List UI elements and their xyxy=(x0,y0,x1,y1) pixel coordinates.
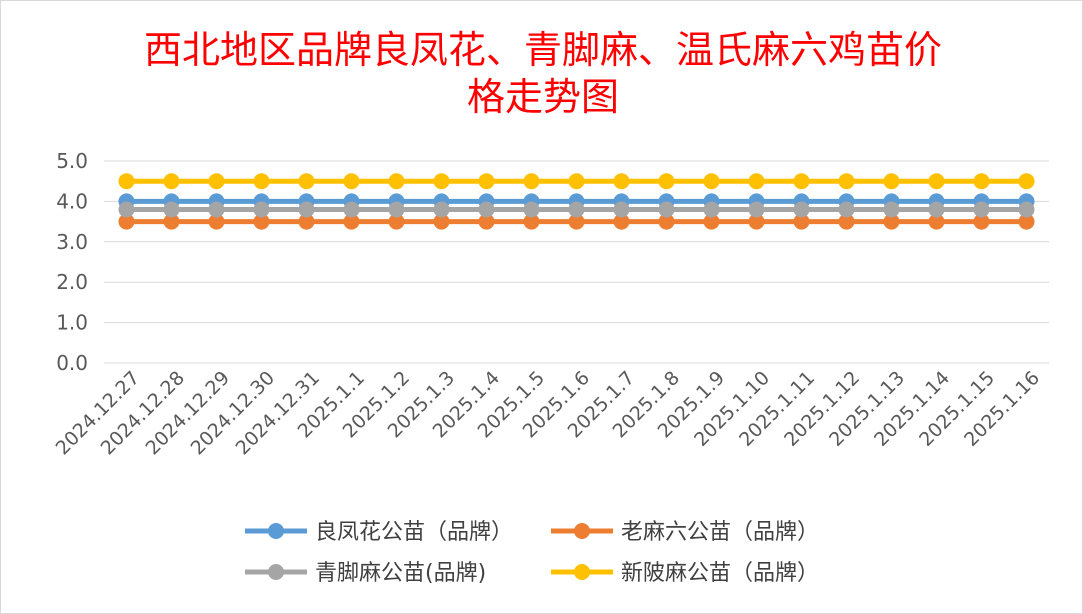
chart-title: 西北地区品牌良凤花、青脚麻、温氏麻六鸡苗价 格走势图 xyxy=(144,28,942,119)
y-tick-label: 4.0 xyxy=(56,189,88,213)
data-point xyxy=(1018,173,1035,190)
data-point xyxy=(1018,201,1035,218)
y-tick-label: 1.0 xyxy=(56,311,88,335)
data-point xyxy=(658,173,675,190)
data-point xyxy=(883,173,900,190)
legend-marker xyxy=(268,564,284,580)
legend-label: 良凤花公苗（品牌） xyxy=(315,520,513,545)
data-point xyxy=(298,201,315,218)
data-point xyxy=(658,213,675,230)
legend-item: 老麻六公苗（品牌） xyxy=(551,520,819,545)
data-point xyxy=(343,201,360,218)
data-point xyxy=(388,201,405,218)
data-point xyxy=(928,201,945,218)
chart-title-line-1: 西北地区品牌良凤花、青脚麻、温氏麻六鸡苗价 xyxy=(144,28,942,72)
data-point xyxy=(523,173,540,190)
legend-item: 青脚麻公苗(品牌) xyxy=(245,561,486,586)
data-point xyxy=(388,173,405,190)
data-point xyxy=(298,213,315,230)
legend-label: 青脚麻公苗(品牌) xyxy=(315,561,486,586)
data-point xyxy=(703,201,720,218)
legend-label: 老麻六公苗（品牌） xyxy=(621,520,819,545)
data-point xyxy=(748,201,765,218)
data-point xyxy=(613,201,630,218)
data-point xyxy=(748,173,765,190)
data-point xyxy=(253,173,270,190)
y-tick-label: 0.0 xyxy=(56,351,88,375)
data-point xyxy=(478,201,495,218)
data-point xyxy=(748,213,765,230)
y-axis-ticks: 5.0 4.0 3.0 2.0 1.0 0.0 xyxy=(56,149,88,375)
data-point xyxy=(523,201,540,218)
data-point xyxy=(523,213,540,230)
series-3 xyxy=(118,201,1035,218)
series-2 xyxy=(118,213,1035,230)
data-point xyxy=(793,201,810,218)
data-point xyxy=(253,213,270,230)
data-point xyxy=(928,213,945,230)
data-point xyxy=(883,213,900,230)
series-lines xyxy=(118,173,1035,230)
data-point xyxy=(568,173,585,190)
data-point xyxy=(973,173,990,190)
y-tick-label: 3.0 xyxy=(56,230,88,254)
y-tick-label: 5.0 xyxy=(56,149,88,173)
data-point xyxy=(433,173,450,190)
data-point xyxy=(163,201,180,218)
data-point xyxy=(118,201,135,218)
data-point xyxy=(478,173,495,190)
data-point xyxy=(973,201,990,218)
data-point xyxy=(208,201,225,218)
x-axis-ticks: 2024.12.272024.12.282024.12.292024.12.30… xyxy=(52,367,1044,459)
data-point xyxy=(163,173,180,190)
legend-marker xyxy=(574,523,590,539)
data-point xyxy=(343,213,360,230)
data-point xyxy=(928,173,945,190)
legend-marker xyxy=(268,523,284,539)
data-point xyxy=(253,201,270,218)
data-point xyxy=(568,201,585,218)
data-point xyxy=(433,213,450,230)
data-point xyxy=(163,213,180,230)
data-point xyxy=(703,173,720,190)
data-point xyxy=(118,173,135,190)
gridlines xyxy=(104,160,1049,364)
data-point xyxy=(343,173,360,190)
data-point xyxy=(613,173,630,190)
chart-title-line-2: 格走势图 xyxy=(467,75,619,119)
data-point xyxy=(433,201,450,218)
data-point xyxy=(208,173,225,190)
legend-item: 新陂麻公苗（品牌） xyxy=(551,561,819,586)
data-point xyxy=(838,201,855,218)
data-point xyxy=(568,213,585,230)
legend: 良凤花公苗（品牌） 老麻六公苗（品牌） 青脚麻公苗(品牌) 新陂麻公苗（品牌） xyxy=(245,520,819,586)
legend-marker xyxy=(574,564,590,580)
data-point xyxy=(658,201,675,218)
legend-item: 良凤花公苗（品牌） xyxy=(245,520,513,545)
data-point xyxy=(478,213,495,230)
data-point xyxy=(793,173,810,190)
data-point xyxy=(298,173,315,190)
y-tick-label: 2.0 xyxy=(56,270,88,294)
data-point xyxy=(838,173,855,190)
data-point xyxy=(838,213,855,230)
data-point xyxy=(793,213,810,230)
data-point xyxy=(973,213,990,230)
series-4 xyxy=(118,173,1035,190)
data-point xyxy=(883,201,900,218)
data-point xyxy=(1018,213,1035,230)
data-point xyxy=(118,213,135,230)
legend-label: 新陂麻公苗（品牌） xyxy=(621,561,819,586)
data-point xyxy=(208,213,225,230)
data-point xyxy=(613,213,630,230)
data-point xyxy=(388,213,405,230)
data-point xyxy=(703,213,720,230)
